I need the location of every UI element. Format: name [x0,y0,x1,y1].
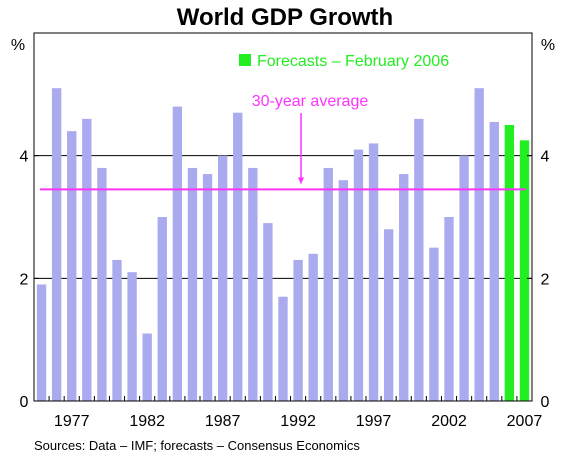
bar-2005 [489,121,499,401]
x-tick-1997: 1997 [356,413,392,430]
x-tick-1987: 1987 [205,413,241,430]
bar-2003 [459,155,469,401]
bar-1992 [293,259,303,401]
legend-label-forecast: Forecasts – February 2006 [257,53,449,70]
y-axis-left: 0 2 4 [20,149,39,411]
bar-1975 [36,284,47,401]
y-tick-left-2: 2 [20,271,29,288]
bar-1983 [157,217,167,401]
bar-1990 [263,223,273,401]
y-unit-left: % [11,37,25,54]
bar-2007 [519,140,530,402]
x-tick-1977: 1977 [54,413,90,430]
bar-1998 [383,229,394,401]
y-tick-left-4: 4 [20,149,29,166]
bar-1997 [368,143,379,401]
bars [36,88,530,402]
bar-2001 [429,247,439,401]
plot-frame [33,32,533,402]
y-tick-right-4: 4 [541,149,550,166]
y-unit-right: % [541,37,555,54]
source-note: Sources: Data – IMF; forecasts – Consens… [34,438,360,453]
y-tick-right-2: 2 [541,271,550,288]
chart-title: World GDP Growth [177,4,393,31]
bar-1976 [51,88,62,401]
x-tick-2002: 2002 [431,413,467,430]
bar-1986 [202,174,213,401]
bar-1987 [217,155,228,401]
bar-1984 [172,106,183,401]
grid-lines [34,155,532,279]
bar-1996 [353,149,364,401]
bar-1999 [399,174,409,401]
y-tick-right-0: 0 [541,394,550,411]
bar-2004 [474,88,484,401]
bar-1993 [308,253,318,401]
y-axis-right: 0 2 4 [527,149,550,411]
bar-1981 [127,272,137,401]
bar-1980 [112,259,122,401]
average-label: 30-year average [252,93,369,110]
legend-swatch-forecast [239,54,251,66]
x-tick-1992: 1992 [280,413,316,430]
bar-1991 [278,296,288,401]
bar-1977 [67,131,77,401]
bar-2006 [504,125,515,401]
bar-1979 [97,167,107,401]
bar-2002 [444,217,454,401]
average-arrow-head [298,177,304,185]
x-tick-2007: 2007 [507,413,543,430]
y-tick-left-0: 0 [20,394,29,411]
x-axis: 1977 1982 1987 1992 1997 2002 2007 [33,396,543,430]
bar-1985 [187,167,198,401]
bar-1988 [233,112,243,401]
x-tick-1982: 1982 [129,413,165,430]
bar-1995 [338,180,349,401]
bar-1978 [82,118,92,401]
bar-1982 [142,333,152,401]
bar-1989 [248,167,258,401]
bar-2000 [414,118,424,401]
bar-1994 [323,167,333,401]
